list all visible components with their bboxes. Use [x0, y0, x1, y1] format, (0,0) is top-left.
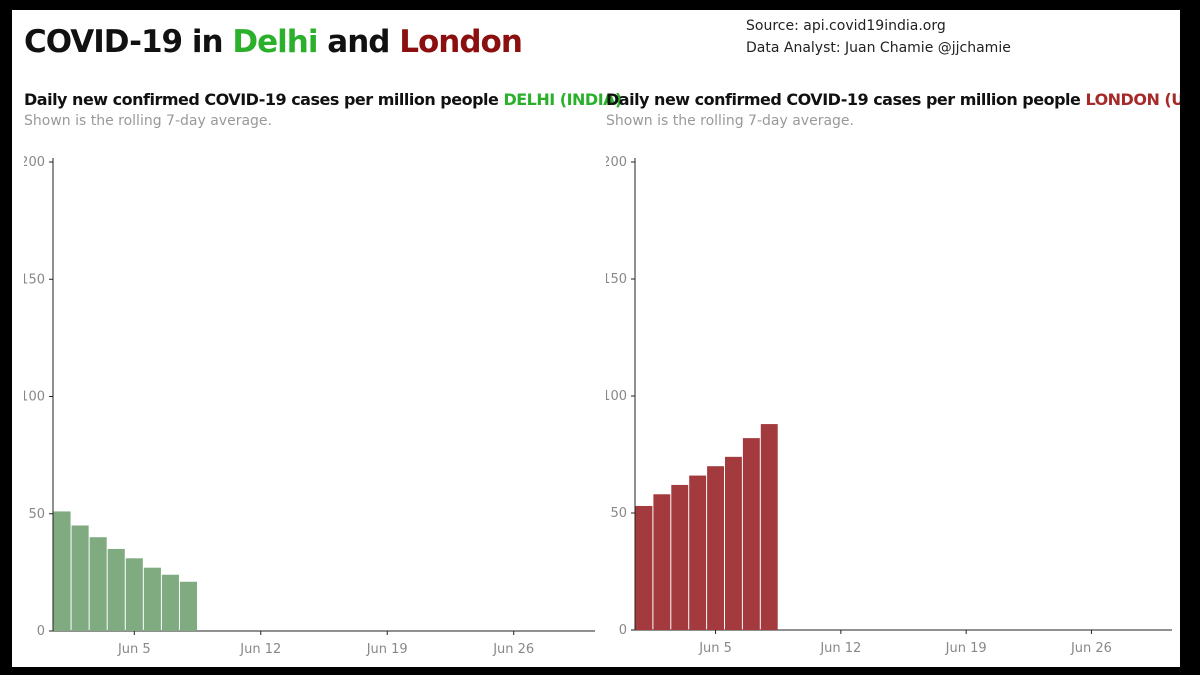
title-city-london: London: [399, 24, 523, 60]
y-tick-label: 200: [606, 155, 627, 170]
y-tick-label: 200: [24, 155, 45, 170]
chart-subtitle-london: Shown is the rolling 7-day average.: [606, 113, 854, 129]
bar: [125, 558, 143, 631]
y-tick-label: 0: [37, 624, 45, 639]
bar: [71, 525, 89, 631]
y-tick-label: 0: [619, 623, 627, 638]
bar: [707, 466, 724, 630]
bar: [143, 567, 161, 631]
title-mid: and: [317, 24, 400, 60]
chart-title-london: Daily new confirmed COVID-19 cases per m…: [606, 90, 1180, 109]
bar: [161, 574, 179, 631]
analyst-text: Data Analyst: Juan Chamie @jjchamie: [746, 40, 1011, 56]
y-tick-label: 100: [24, 390, 45, 405]
chart-svg-delhi: 0 50 100 150 200 Jun 5 Jun 12 Jun 19 Jun 26: [24, 155, 595, 657]
x-tick-label: Jun 26: [492, 642, 534, 657]
credits: Source: api.covid19india.org Data Analys…: [746, 15, 1011, 59]
chart-svg-london: 0 50 100 150 200 Jun 5 Jun 12 Jun 19 Jun 26: [606, 155, 1172, 656]
chart-delhi: Daily new confirmed COVID-19 cases per m…: [24, 90, 622, 657]
x-tick-label: Jun 19: [366, 642, 408, 657]
bar: [689, 475, 707, 630]
bar: [635, 505, 653, 630]
chart-london: Daily new confirmed COVID-19 cases per m…: [606, 90, 1180, 656]
bar: [53, 511, 71, 631]
y-tick-label: 50: [28, 507, 45, 522]
chart-title-highlight: DELHI (INDIA): [503, 90, 622, 109]
chart-title-delhi: Daily new confirmed COVID-19 cases per m…: [24, 90, 622, 109]
source-text: Source: api.covid19india.org: [746, 18, 946, 34]
page-title: COVID-19 in Delhi and London: [24, 24, 523, 60]
y-tick-label: 150: [606, 272, 627, 287]
y-tick-label: 50: [610, 506, 627, 521]
chart-title-highlight: LONDON (UK): [1085, 90, 1180, 109]
chart-subtitle-delhi: Shown is the rolling 7-day average.: [24, 113, 272, 129]
x-tick-label: Jun 5: [117, 642, 151, 657]
title-prefix: COVID-19 in: [24, 24, 233, 60]
chart-title-text: Daily new confirmed COVID-19 cases per m…: [606, 90, 1081, 109]
x-tick-label: Jun 5: [698, 641, 732, 656]
bar: [179, 581, 198, 631]
bar: [89, 537, 107, 631]
chart-title-text: Daily new confirmed COVID-19 cases per m…: [24, 90, 499, 109]
y-tick-label: 100: [606, 389, 627, 404]
bar: [653, 494, 671, 630]
y-tick-label: 150: [24, 272, 45, 287]
bar: [671, 484, 689, 630]
bar: [725, 456, 742, 630]
bar: [107, 548, 125, 631]
x-tick-label: Jun 12: [239, 642, 281, 657]
bar: [742, 438, 760, 630]
x-tick-label: Jun 26: [1070, 641, 1112, 656]
bar: [760, 424, 778, 630]
x-tick-label: Jun 19: [945, 641, 987, 656]
x-tick-label: Jun 12: [819, 641, 861, 656]
title-city-delhi: Delhi: [232, 24, 318, 60]
dashboard-panel: COVID-19 in Delhi and London Source: api…: [12, 10, 1180, 667]
